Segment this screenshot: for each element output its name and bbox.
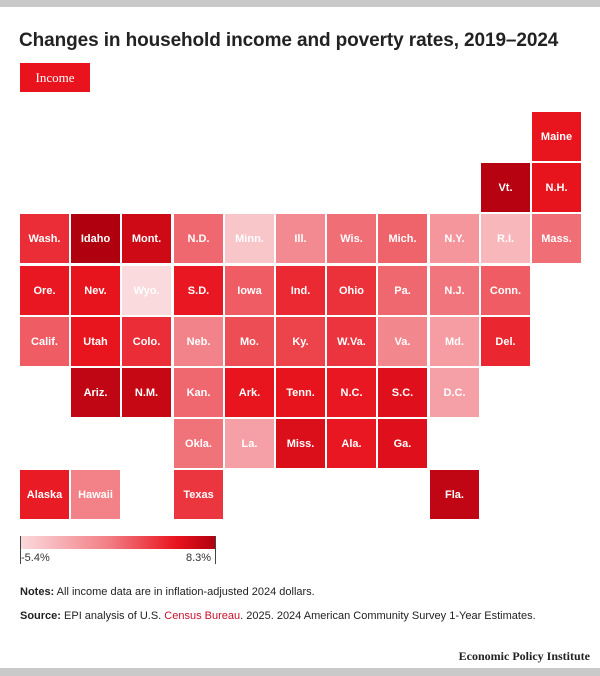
state-tile-ark[interactable]: Ark. <box>225 368 274 417</box>
state-tile-la[interactable]: La. <box>225 419 274 468</box>
source-label: Source: <box>20 610 61 622</box>
state-tile-ariz[interactable]: Ariz. <box>71 368 120 417</box>
state-tile-tenn[interactable]: Tenn. <box>276 368 325 417</box>
state-tile-ri[interactable]: R.I. <box>481 214 530 263</box>
brand-logo-text: Economic Policy Institute <box>458 649 590 663</box>
state-tile-conn[interactable]: Conn. <box>481 266 530 315</box>
state-tile-wash[interactable]: Wash. <box>20 214 69 263</box>
state-tile-ohio[interactable]: Ohio <box>327 266 376 315</box>
top-border <box>0 0 600 7</box>
legend-min-label: -5.4% <box>21 552 50 564</box>
notes-text: All income data are in inflation-adjuste… <box>54 586 315 598</box>
state-tile-calif[interactable]: Calif. <box>20 317 69 366</box>
state-tile-colo[interactable]: Colo. <box>122 317 171 366</box>
state-tile-mont[interactable]: Mont. <box>122 214 171 263</box>
state-tile-mich[interactable]: Mich. <box>378 214 427 263</box>
bottom-border <box>0 668 600 676</box>
state-tile-wis[interactable]: Wis. <box>327 214 376 263</box>
state-tile-nc[interactable]: N.C. <box>327 368 376 417</box>
state-tile-hawaii[interactable]: Hawaii <box>71 470 120 519</box>
state-tile-nd[interactable]: N.D. <box>174 214 223 263</box>
state-tile-mass[interactable]: Mass. <box>532 214 581 263</box>
source-text-post: . 2025. 2024 American Community Survey 1… <box>240 610 536 622</box>
notes: Notes: All income data are in inflation-… <box>20 586 315 598</box>
state-tile-texas[interactable]: Texas <box>174 470 223 519</box>
state-tile-nm[interactable]: N.M. <box>122 368 171 417</box>
state-tile-alaska[interactable]: Alaska <box>20 470 69 519</box>
state-tile-utah[interactable]: Utah <box>71 317 120 366</box>
state-tile-fla[interactable]: Fla. <box>430 470 479 519</box>
tile-grid-map: Maine Vt. N.H. Wash. Idaho Mont. N.D. Minn. Ill.… <box>20 112 581 519</box>
state-tile-wyo[interactable]: Wyo. <box>122 266 171 315</box>
state-tile-ore[interactable]: Ore. <box>20 266 69 315</box>
state-tile-miss[interactable]: Miss. <box>276 419 325 468</box>
state-tile-iowa[interactable]: Iowa <box>225 266 274 315</box>
state-tile-nh[interactable]: N.H. <box>532 163 581 212</box>
state-tile-maine[interactable]: Maine <box>532 112 581 161</box>
legend-max-label: 8.3% <box>186 552 212 564</box>
state-tile-wva[interactable]: W.Va. <box>327 317 376 366</box>
state-tile-dc[interactable]: D.C. <box>430 368 479 417</box>
state-tile-nev[interactable]: Nev. <box>71 266 120 315</box>
state-tile-idaho[interactable]: Idaho <box>71 214 120 263</box>
state-tile-okla[interactable]: Okla. <box>174 419 223 468</box>
state-tile-minn[interactable]: Minn. <box>225 214 274 263</box>
legend-tick-min <box>20 536 21 564</box>
notes-label: Notes: <box>20 586 55 598</box>
state-tile-ga[interactable]: Ga. <box>378 419 427 468</box>
state-tile-md[interactable]: Md. <box>430 317 479 366</box>
state-tile-ill[interactable]: Ill. <box>276 214 325 263</box>
source-text-pre: EPI analysis of U.S. <box>60 610 165 622</box>
state-tile-kan[interactable]: Kan. <box>174 368 223 417</box>
state-tile-sc[interactable]: S.C. <box>378 368 427 417</box>
chart-title: Changes in household income and poverty … <box>19 30 559 51</box>
state-tile-mo[interactable]: Mo. <box>225 317 274 366</box>
state-tile-nj[interactable]: N.J. <box>430 266 479 315</box>
state-tile-ny[interactable]: N.Y. <box>430 214 479 263</box>
legend-color-scale <box>20 536 216 549</box>
census-bureau-link[interactable]: Census Bureau <box>164 610 241 622</box>
state-tile-del[interactable]: Del. <box>481 317 530 366</box>
source: Source: EPI analysis of U.S. Census Bure… <box>20 609 580 624</box>
income-toggle-button[interactable]: Income <box>20 63 90 92</box>
state-tile-vt[interactable]: Vt. <box>481 163 530 212</box>
state-tile-ky[interactable]: Ky. <box>276 317 325 366</box>
state-tile-ala[interactable]: Ala. <box>327 419 376 468</box>
state-tile-va[interactable]: Va. <box>378 317 427 366</box>
legend-tick-max <box>215 536 216 564</box>
state-tile-pa[interactable]: Pa. <box>378 266 427 315</box>
state-tile-neb[interactable]: Neb. <box>174 317 223 366</box>
state-tile-ind[interactable]: Ind. <box>276 266 325 315</box>
state-tile-sd[interactable]: S.D. <box>174 266 223 315</box>
